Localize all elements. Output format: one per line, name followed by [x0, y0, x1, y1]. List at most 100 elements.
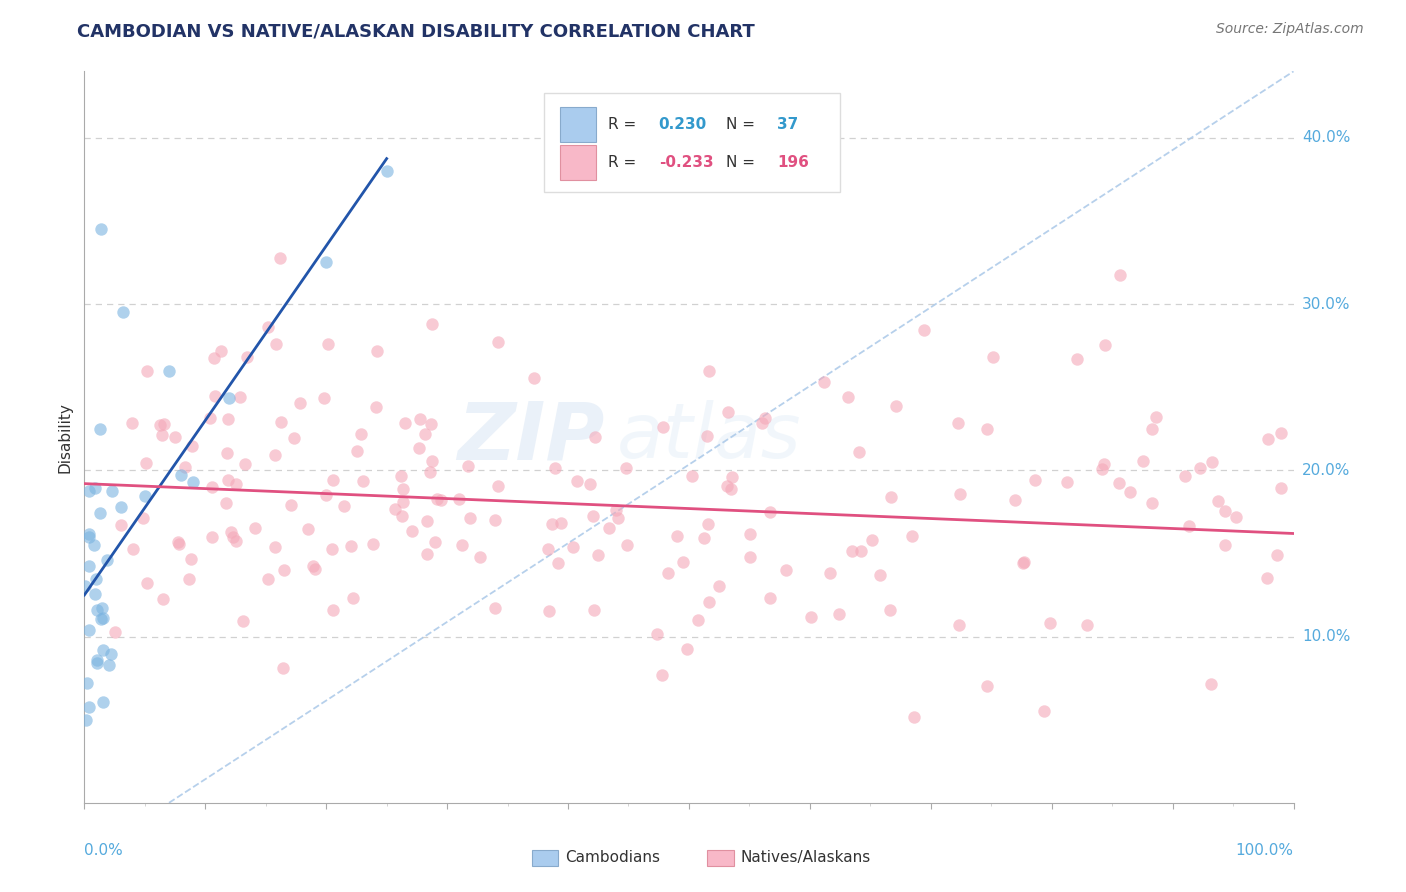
- Point: [245, 521, 267, 535]
- Point: [101, 483, 124, 498]
- Point: [280, 499, 302, 513]
- Point: [352, 474, 374, 488]
- Point: [422, 454, 444, 468]
- Text: 37: 37: [778, 117, 799, 132]
- Point: [550, 516, 572, 531]
- Point: [775, 563, 797, 577]
- Point: [215, 446, 238, 460]
- Point: [153, 417, 176, 431]
- Point: [121, 416, 143, 430]
- Text: -0.233: -0.233: [659, 155, 713, 170]
- Point: [315, 488, 337, 502]
- Point: [740, 550, 762, 565]
- Y-axis label: Disability: Disability: [58, 401, 73, 473]
- Point: [297, 522, 319, 536]
- Point: [900, 528, 922, 542]
- Point: [316, 337, 339, 351]
- Point: [692, 531, 714, 545]
- Point: [1256, 571, 1278, 585]
- Point: [90, 611, 112, 625]
- Point: [665, 529, 688, 543]
- Point: [181, 439, 204, 453]
- Point: [841, 543, 863, 558]
- Point: [583, 430, 606, 444]
- Point: [758, 591, 780, 606]
- Point: [688, 613, 710, 627]
- Point: [1174, 468, 1197, 483]
- Point: [201, 479, 224, 493]
- Point: [484, 513, 506, 527]
- Point: [79, 530, 101, 544]
- Point: [152, 591, 174, 606]
- Point: [121, 542, 143, 557]
- Point: [484, 601, 506, 615]
- Point: [1091, 462, 1114, 476]
- Point: [202, 351, 225, 365]
- Bar: [707, 850, 734, 866]
- Point: [157, 364, 180, 378]
- Point: [1257, 433, 1279, 447]
- Point: [738, 526, 761, 541]
- Point: [1201, 455, 1223, 469]
- Point: [1012, 555, 1035, 569]
- Point: [1270, 481, 1292, 495]
- Point: [676, 642, 699, 657]
- Point: [83, 586, 105, 600]
- Point: [544, 461, 567, 475]
- Point: [828, 607, 851, 622]
- Point: [1206, 494, 1229, 508]
- Point: [312, 391, 335, 405]
- Point: [218, 391, 240, 405]
- Point: [879, 603, 901, 617]
- Point: [271, 661, 294, 675]
- Point: [217, 473, 239, 487]
- Point: [1066, 352, 1088, 367]
- Point: [681, 469, 703, 483]
- Point: [350, 426, 373, 441]
- Point: [135, 364, 157, 378]
- Text: Natives/Alaskans: Natives/Alaskans: [741, 850, 872, 865]
- Point: [149, 418, 172, 433]
- Point: [283, 431, 305, 445]
- Text: 30.0%: 30.0%: [1302, 297, 1350, 311]
- Point: [77, 559, 100, 574]
- Text: CAMBODIAN VS NATIVE/ALASKAN DISABILITY CORRELATION CHART: CAMBODIAN VS NATIVE/ALASKAN DISABILITY C…: [77, 22, 755, 40]
- Point: [651, 667, 673, 681]
- Point: [720, 482, 742, 496]
- Text: Source: ZipAtlas.com: Source: ZipAtlas.com: [1216, 22, 1364, 37]
- FancyBboxPatch shape: [544, 94, 841, 192]
- Point: [1213, 503, 1236, 517]
- Point: [415, 427, 437, 442]
- Point: [384, 502, 406, 516]
- Point: [100, 647, 122, 661]
- Point: [392, 482, 415, 496]
- Point: [716, 404, 738, 418]
- Point: [1039, 615, 1062, 630]
- Point: [457, 459, 479, 474]
- Point: [264, 336, 287, 351]
- Point: [339, 539, 361, 553]
- Point: [1108, 475, 1130, 490]
- Point: [468, 550, 491, 565]
- Point: [322, 474, 344, 488]
- Point: [416, 514, 439, 528]
- Point: [86, 653, 108, 667]
- Text: R =: R =: [607, 155, 641, 170]
- Point: [949, 487, 972, 501]
- Point: [1189, 461, 1212, 475]
- Point: [321, 541, 343, 556]
- Point: [170, 468, 193, 483]
- Point: [426, 491, 449, 506]
- Point: [1012, 556, 1035, 570]
- Point: [77, 700, 100, 714]
- Point: [232, 614, 254, 628]
- Point: [647, 627, 669, 641]
- Point: [342, 591, 364, 605]
- Point: [1004, 493, 1026, 508]
- Text: 40.0%: 40.0%: [1302, 130, 1350, 145]
- Point: [1265, 548, 1288, 562]
- Point: [322, 603, 344, 617]
- Point: [110, 500, 132, 514]
- Point: [1144, 410, 1167, 425]
- Point: [169, 537, 191, 551]
